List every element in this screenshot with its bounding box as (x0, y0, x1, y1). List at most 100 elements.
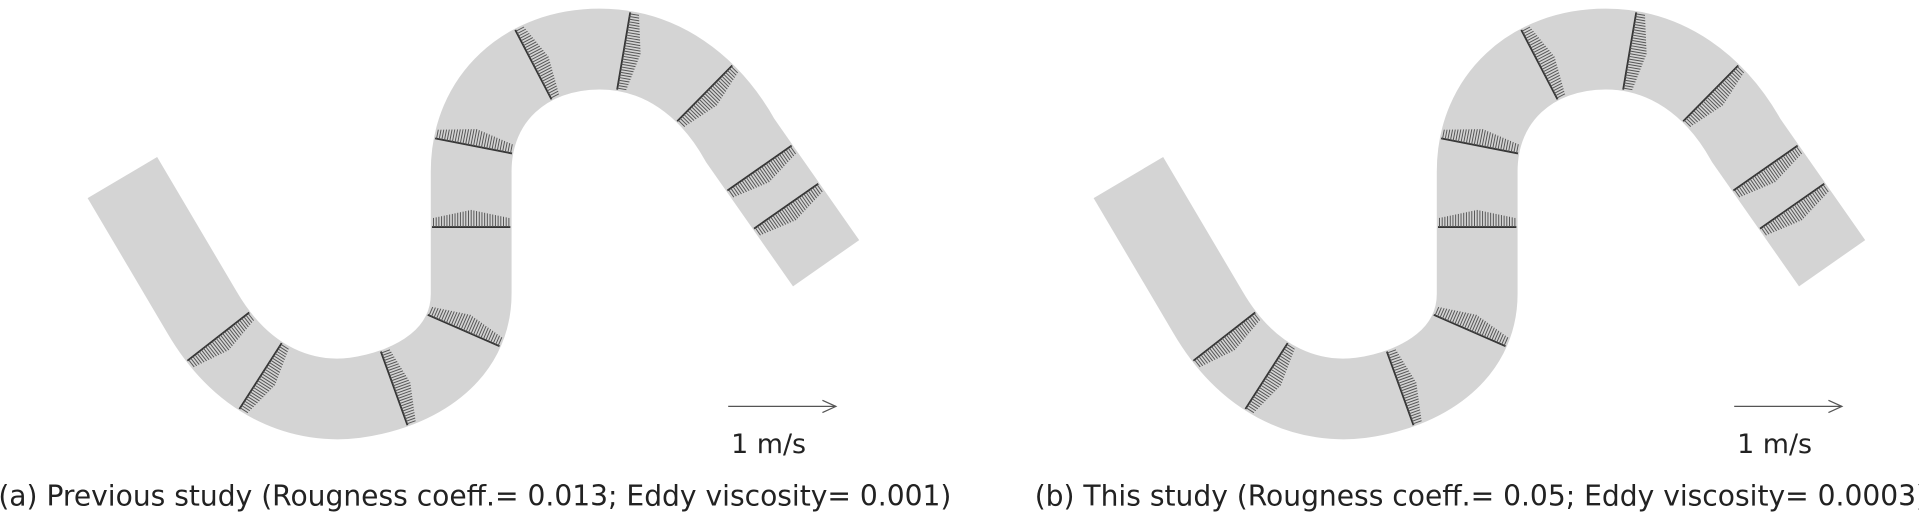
velocity-vector (1630, 45, 1647, 49)
velocity-vector (220, 334, 232, 349)
velocity-section (432, 209, 511, 228)
velocity-vector (1471, 316, 1480, 332)
velocity-vector (1245, 407, 1255, 414)
velocity-vector (394, 382, 411, 389)
velocity-vector (1397, 375, 1413, 382)
velocity-vector (765, 163, 776, 177)
velocity-vector (382, 351, 392, 356)
velocity-vector (1762, 169, 1774, 184)
velocity-vector (402, 406, 414, 412)
velocity-vector (1556, 93, 1566, 99)
velocity-vector (677, 119, 686, 127)
velocity-vector (1628, 55, 1645, 60)
velocity-vector (1627, 61, 1643, 65)
velocity-vector (245, 398, 256, 406)
velocity-vector (728, 68, 737, 76)
velocity-vector (1439, 307, 1445, 318)
velocity-vector (1283, 348, 1293, 355)
velocity-vector (1412, 420, 1422, 425)
velocity-vector (433, 307, 439, 318)
velocity-vector (759, 224, 766, 234)
velocity-vector (1695, 108, 1705, 118)
velocity-vector (798, 196, 808, 209)
velocity-vector (627, 26, 640, 30)
velocity-vector (626, 34, 640, 38)
velocity-vector (1234, 328, 1245, 340)
velocity-vector (436, 308, 442, 319)
velocity-vector (1508, 140, 1512, 152)
velocity-vector (617, 85, 628, 88)
velocity-vector (702, 94, 715, 108)
velocity-vector (1734, 189, 1741, 198)
velocity-vector (727, 69, 736, 78)
velocity-vector (741, 180, 750, 192)
velocity-vector (520, 35, 532, 42)
velocity-vector (279, 346, 288, 353)
velocity-vector (730, 66, 739, 74)
velocity-vector (1626, 66, 1641, 70)
velocity-vector (389, 370, 404, 377)
velocity-vector (624, 47, 641, 52)
velocity-vector (222, 332, 233, 347)
velocity-vector (504, 141, 508, 153)
velocity-vector (1717, 85, 1730, 97)
velocity-vector (253, 386, 266, 396)
velocity-vector (1706, 96, 1719, 109)
velocity-section (676, 64, 739, 127)
velocity-vector (1635, 18, 1646, 22)
velocity-vector (1454, 311, 1461, 325)
velocity-vector (1269, 371, 1284, 381)
velocity-vector (381, 349, 391, 354)
velocity-vector (1215, 342, 1226, 356)
velocity-vector (1624, 79, 1636, 83)
velocity-vector (478, 131, 483, 148)
velocity-vector (696, 100, 709, 112)
velocity-vector (1503, 337, 1509, 346)
velocity-vector (487, 330, 494, 342)
velocity-vector (1213, 344, 1223, 357)
velocity-vector (267, 364, 281, 373)
velocity-section (1732, 144, 1803, 198)
velocity-vector (1529, 39, 1541, 46)
velocity-vector (1734, 68, 1743, 76)
velocity-vector (1211, 346, 1221, 358)
velocity-vector (215, 337, 227, 352)
velocity-vector (1248, 402, 1259, 410)
velocity-vector (807, 190, 816, 201)
velocity-vector (1540, 58, 1556, 68)
velocity-vector (473, 321, 480, 336)
section-line (1732, 144, 1799, 192)
velocity-vector (1530, 41, 1543, 49)
velocity-vector (455, 312, 463, 328)
velocity-vector (1782, 155, 1791, 167)
velocity-vector (763, 221, 772, 232)
velocity-vector (445, 310, 453, 324)
velocity-vector (1204, 351, 1213, 362)
velocity-vector (385, 361, 398, 367)
velocity-vector (1693, 110, 1703, 120)
velocity-vector (1410, 414, 1421, 420)
velocity-vector (1456, 311, 1464, 326)
velocity-vector (750, 173, 760, 187)
velocity-vector (1789, 207, 1800, 222)
velocity-vector (245, 314, 253, 324)
velocity-vector (1277, 357, 1290, 366)
velocity-vector (770, 216, 779, 229)
velocity-vector (1488, 327, 1495, 340)
velocity-vector (1804, 196, 1814, 209)
velocity-vector (1486, 325, 1493, 339)
velocity-vector (1275, 362, 1288, 371)
velocity-vector (1196, 357, 1204, 367)
velocity-vector (188, 359, 195, 368)
velocity-vector (1460, 129, 1465, 143)
velocity-vector (440, 309, 447, 322)
velocity-vector (794, 199, 804, 213)
velocity-vector (1282, 350, 1292, 358)
velocity-vector (625, 39, 641, 44)
velocity-vector (1555, 90, 1565, 97)
velocity-vector (1776, 160, 1786, 173)
velocity-vector (752, 172, 763, 186)
velocity-vector (473, 129, 478, 147)
velocity-vector (1767, 222, 1775, 233)
velocity-vector (761, 166, 772, 181)
